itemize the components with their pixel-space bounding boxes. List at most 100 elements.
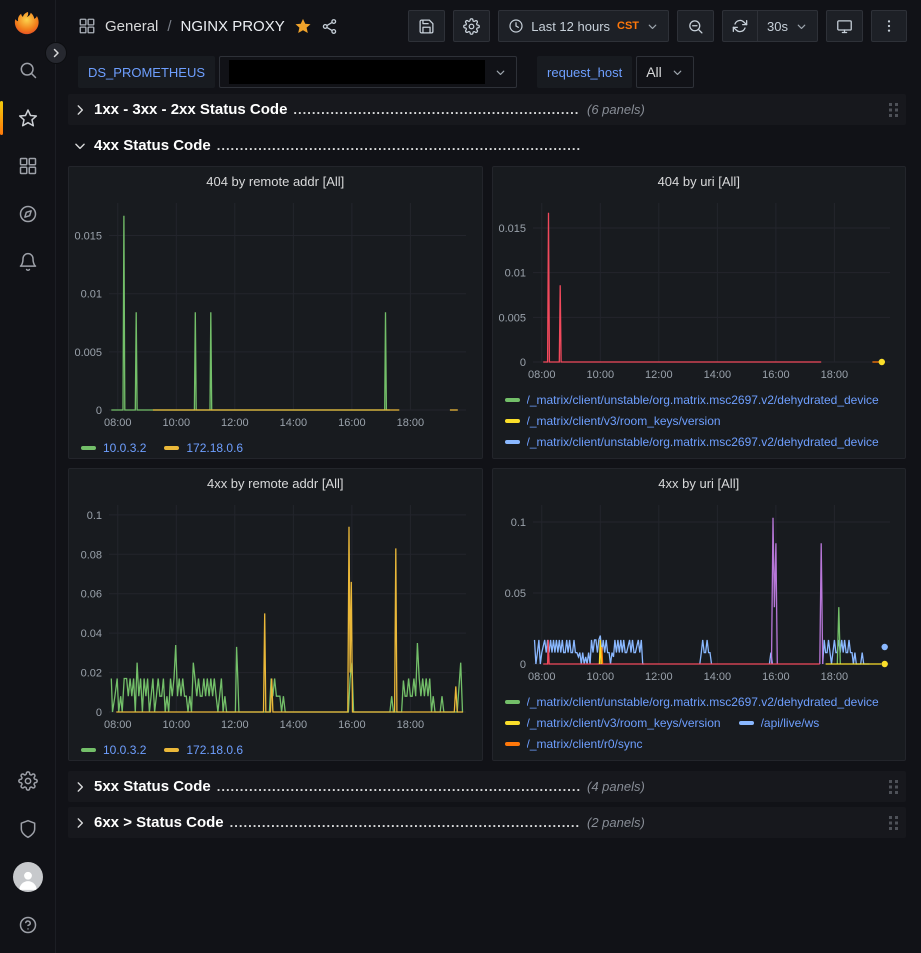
- sidebar-expand-button[interactable]: [45, 42, 67, 64]
- chevron-down-icon: [73, 139, 87, 153]
- apps-grid-icon: [79, 18, 95, 34]
- panel-404-by-remote-addr: 404 by remote addr [All] 08:00 10:00 12:00…: [68, 166, 483, 459]
- sidebar: [0, 0, 56, 953]
- svg-text:10:00: 10:00: [163, 417, 191, 429]
- svg-text:12:00: 12:00: [645, 369, 673, 381]
- svg-text:18:00: 18:00: [820, 671, 848, 683]
- sidebar-item-dashboards[interactable]: [0, 142, 56, 190]
- svg-text:08:00: 08:00: [528, 369, 556, 381]
- sidebar-item-starred[interactable]: [0, 94, 56, 142]
- svg-text:0.1: 0.1: [510, 517, 525, 529]
- legend-item[interactable]: /_matrix/client/r0/sync: [504, 733, 643, 754]
- chevron-down-icon: [496, 70, 505, 75]
- breadcrumb: General / NGINX PROXY: [78, 17, 338, 35]
- row-header-1xx-3xx-2xx[interactable]: 1xx - 3xx - 2xx Status Code ............…: [68, 94, 906, 125]
- grafana-logo[interactable]: [13, 0, 43, 46]
- sidebar-item-profile[interactable]: [0, 853, 56, 901]
- svg-text:0.005: 0.005: [498, 312, 526, 324]
- legend-item[interactable]: 172.18.0.6: [164, 437, 243, 458]
- sidebar-item-help[interactable]: [0, 901, 56, 949]
- panel-title[interactable]: 404 by remote addr [All]: [206, 173, 345, 189]
- svg-text:12:00: 12:00: [645, 671, 673, 683]
- chart-legend: /_matrix/client/unstable/org.matrix.msc2…: [493, 690, 906, 760]
- time-range-label: Last 12 hours: [531, 18, 611, 34]
- legend-item[interactable]: /_matrix/client/unstable/org.matrix.msc2…: [504, 691, 879, 712]
- legend-item[interactable]: /_matrix/client/unstable/org.matrix.msc2…: [504, 389, 879, 410]
- legend-item[interactable]: 172.18.0.6: [164, 739, 243, 760]
- request-host-variable-select[interactable]: All: [636, 56, 694, 88]
- legend-item[interactable]: 10.0.3.2: [81, 739, 146, 760]
- share-icon[interactable]: [321, 18, 338, 35]
- svg-text:0.04: 0.04: [81, 628, 102, 640]
- avatar: [12, 862, 43, 892]
- refresh-group: 30s: [722, 10, 818, 42]
- panel-title[interactable]: 4xx by uri [All]: [658, 475, 740, 491]
- svg-text:16:00: 16:00: [338, 719, 366, 731]
- sidebar-item-explore[interactable]: [0, 190, 56, 238]
- timeseries-chart[interactable]: 08:00 10:00 12:00 14:00 16:00 18:00 0 0.005 0.01…: [493, 195, 906, 388]
- request-host-value: All: [646, 64, 662, 80]
- time-range-picker[interactable]: Last 12 hours CST: [498, 10, 670, 42]
- legend-item[interactable]: /_matrix/client/v3/room_keys/version: [504, 712, 721, 733]
- tv-mode-button[interactable]: [826, 10, 863, 42]
- row-title: 6xx > Status Code: [94, 814, 224, 831]
- row-panel-count: (2 panels): [587, 815, 645, 830]
- panel-title[interactable]: 404 by uri [All]: [657, 173, 740, 189]
- dashboard-settings-button[interactable]: [453, 10, 491, 42]
- sidebar-item-search[interactable]: [0, 46, 56, 94]
- sidebar-item-configuration[interactable]: [0, 757, 56, 805]
- sidebar-item-server-admin[interactable]: [0, 805, 56, 853]
- kebab-menu-icon: [887, 20, 891, 32]
- sidebar-item-alerting[interactable]: [0, 238, 56, 286]
- panel-4xx-by-remote-addr: 4xx by remote addr [All] 08:00 10:00 12:00…: [68, 468, 483, 761]
- request-host-variable-label: request_host: [537, 56, 633, 88]
- svg-text:12:00: 12:00: [221, 719, 249, 731]
- more-options-button[interactable]: [871, 10, 907, 42]
- row-header-6xx[interactable]: 6xx > Status Code ......................…: [68, 807, 906, 838]
- row-header-4xx[interactable]: 4xx Status Code ........................…: [68, 130, 906, 161]
- timezone-label: CST: [617, 20, 640, 32]
- svg-text:0: 0: [96, 707, 102, 719]
- svg-text:0: 0: [96, 405, 102, 417]
- zoom-out-icon: [689, 19, 703, 34]
- compass-icon: [19, 205, 36, 223]
- drag-handle-icon[interactable]: [888, 102, 900, 118]
- refresh-interval-value: 30s: [767, 18, 788, 34]
- svg-text:08:00: 08:00: [104, 417, 132, 429]
- datasource-variable-label: DS_PROMETHEUS: [78, 56, 216, 88]
- svg-text:16:00: 16:00: [762, 369, 790, 381]
- svg-text:0.01: 0.01: [504, 268, 525, 280]
- legend-item[interactable]: /_matrix/client/v3/room_keys/version: [505, 452, 721, 459]
- chevron-down-icon: [797, 24, 806, 29]
- chevron-down-icon: [673, 70, 682, 75]
- monitor-icon: [837, 19, 852, 33]
- legend-item[interactable]: /_matrix/client/unstable/org.matrix.msc2…: [504, 431, 879, 452]
- row-header-5xx[interactable]: 5xx Status Code ........................…: [68, 771, 906, 802]
- refresh-button[interactable]: [722, 10, 758, 42]
- legend-item[interactable]: /sw.js: [739, 452, 790, 459]
- timeseries-chart[interactable]: 08:00 10:00 12:00 14:00 16:00 18:00 0 0.005 0.01…: [69, 195, 482, 436]
- timeseries-chart[interactable]: 08:00 10:00 12:00 14:00 16:00 18:00 0 0.02 0.04 0…: [69, 497, 482, 738]
- favorite-star-icon[interactable]: [294, 17, 312, 35]
- drag-handle-icon[interactable]: [888, 779, 900, 795]
- svg-text:10:00: 10:00: [586, 369, 614, 381]
- save-icon: [419, 18, 434, 34]
- chevron-right-icon: [73, 816, 87, 830]
- panel-title[interactable]: 4xx by remote addr [All]: [206, 475, 344, 491]
- timeseries-chart[interactable]: 08:00 10:00 12:00 14:00 16:00 18:00 0 0.05 0.1: [493, 497, 906, 690]
- svg-text:08:00: 08:00: [104, 719, 132, 731]
- save-dashboard-button[interactable]: [408, 10, 446, 42]
- svg-text:14:00: 14:00: [280, 417, 308, 429]
- refresh-interval-select[interactable]: 30s: [757, 10, 818, 42]
- chevron-down-icon: [648, 24, 657, 29]
- zoom-out-button[interactable]: [677, 10, 715, 42]
- drag-handle-icon[interactable]: [888, 815, 900, 831]
- legend-item[interactable]: /api/live/ws: [738, 712, 819, 733]
- legend-item[interactable]: /_matrix/client/unstable/org.matrix.msc2…: [505, 754, 879, 761]
- legend-item[interactable]: /_matrix/client/v3/room_keys/version: [504, 410, 721, 431]
- svg-text:14:00: 14:00: [703, 671, 731, 683]
- datasource-variable-select[interactable]: [219, 56, 518, 88]
- legend-item[interactable]: 10.0.3.2: [81, 437, 146, 458]
- main-area: General / NGINX PROXY Last 12 hours CST: [56, 0, 921, 953]
- breadcrumb-section[interactable]: General: [105, 17, 159, 35]
